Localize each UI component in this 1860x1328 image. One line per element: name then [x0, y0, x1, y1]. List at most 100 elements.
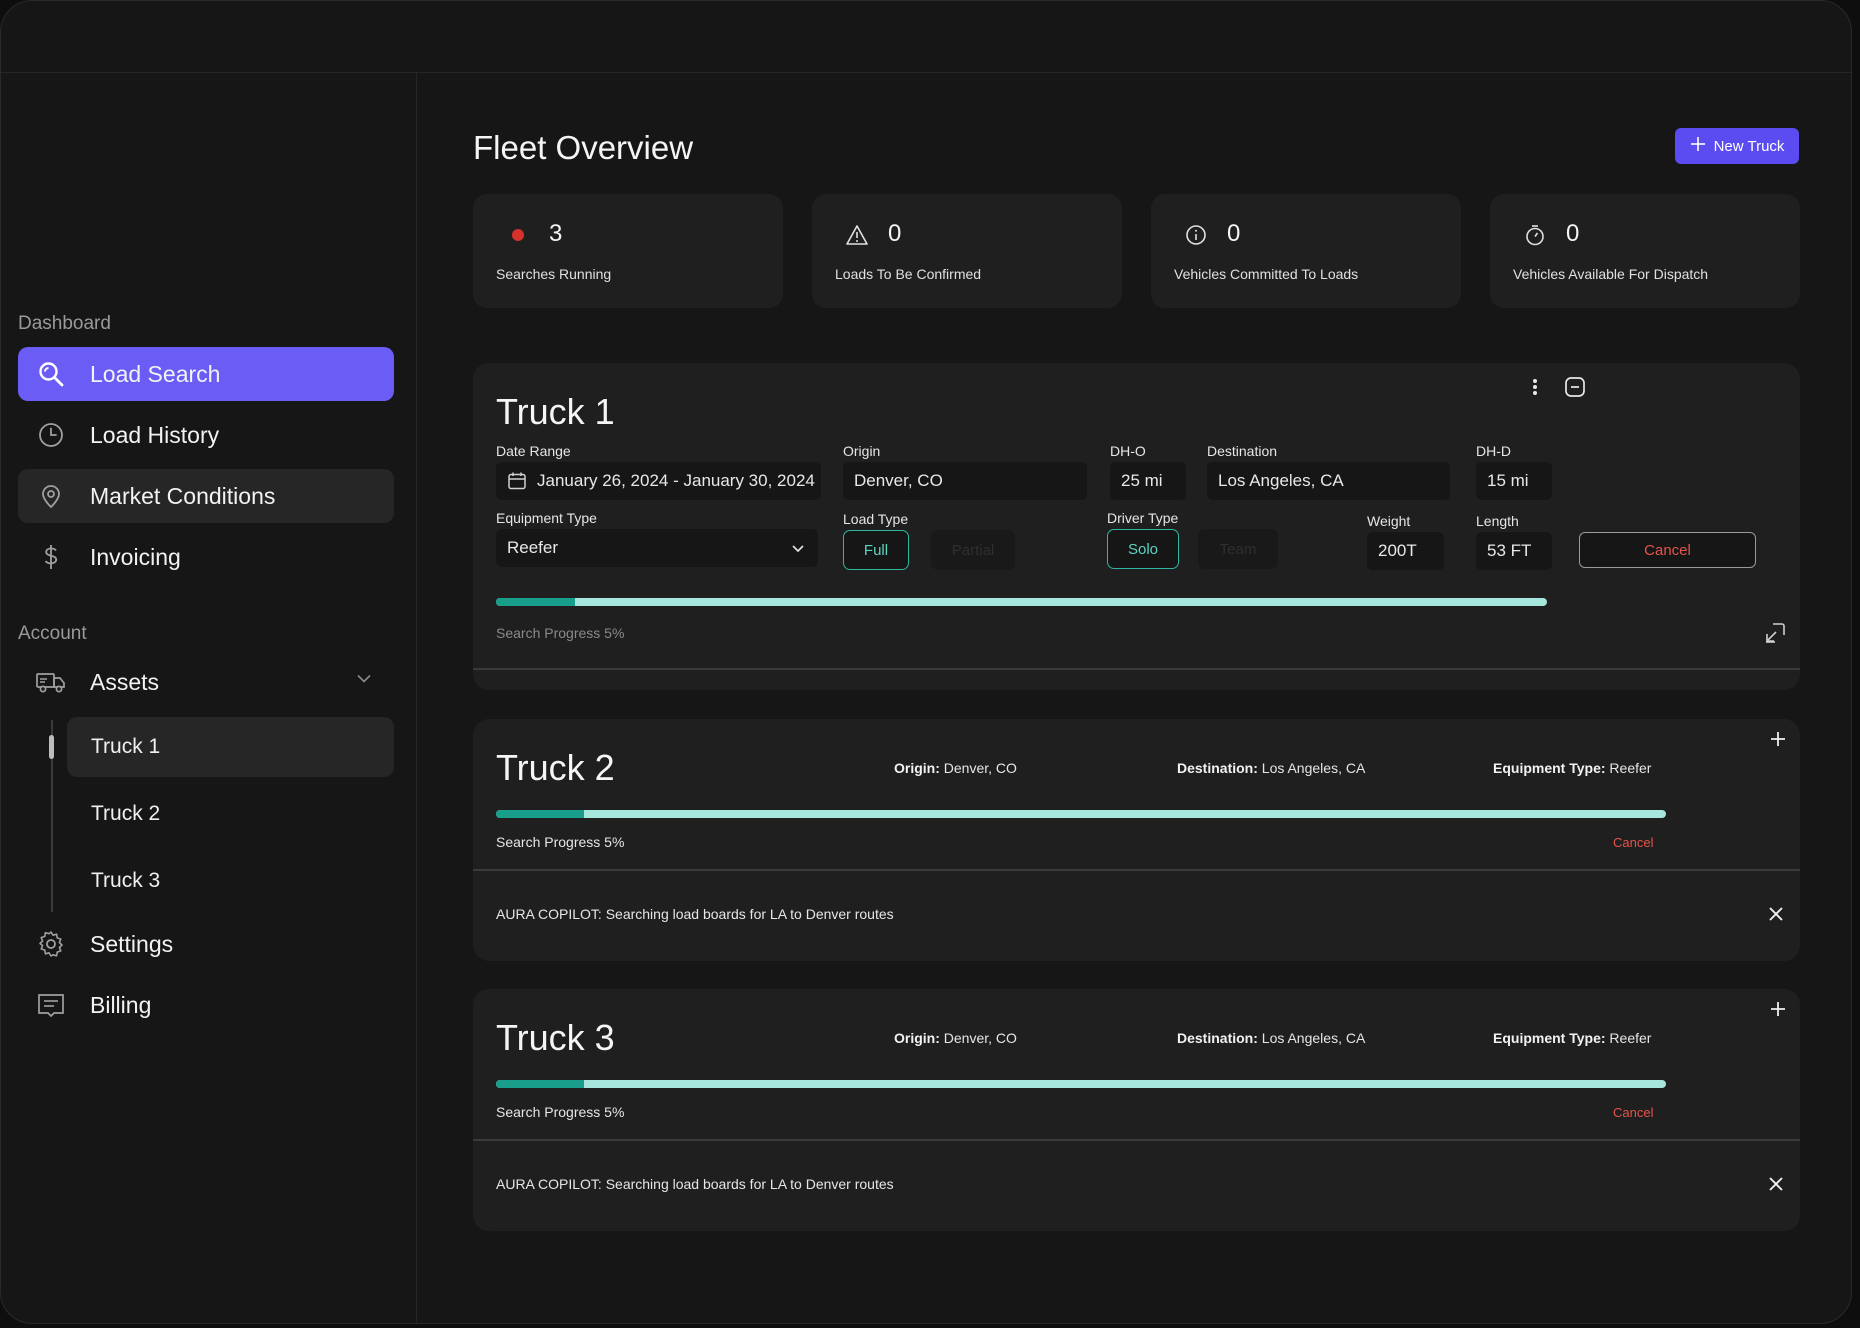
- search-progress-bar: [496, 1080, 1666, 1088]
- page-title: Fleet Overview: [473, 129, 694, 166]
- equipment-value: Reefer: [1609, 1030, 1652, 1046]
- section-label-account: Account: [18, 623, 87, 644]
- expand-plus-icon[interactable]: [1766, 727, 1790, 751]
- nav-billing[interactable]: Billing: [18, 978, 394, 1032]
- close-icon[interactable]: [1764, 902, 1788, 926]
- chevron-down-icon[interactable]: [356, 670, 372, 691]
- stat-card-searches-running: 3 Searches Running: [473, 194, 783, 308]
- truck-icon: [34, 665, 68, 699]
- destination-value: Los Angeles, CA: [1261, 760, 1366, 776]
- chevron-down-icon: [790, 540, 806, 561]
- cancel-search-button[interactable]: Cancel: [1579, 532, 1756, 568]
- stat-label: Vehicles Committed To Loads: [1174, 266, 1359, 282]
- truck-card-2: Truck 2 Origin: Denver, CO Destination: …: [473, 719, 1800, 961]
- equipment-label: Equipment Type:: [1493, 1030, 1606, 1046]
- cancel-link[interactable]: Cancel: [1613, 835, 1654, 850]
- truck-origin: Origin: Denver, CO: [894, 1030, 1017, 1046]
- nav-label: Assets: [90, 668, 160, 695]
- sidebar-item-truck-1[interactable]: Truck 1: [67, 717, 394, 777]
- dho-field[interactable]: 25 mi: [1110, 462, 1186, 500]
- clock-icon: [34, 418, 68, 452]
- nav-load-search[interactable]: Load Search: [18, 347, 394, 401]
- search-progress-fill: [496, 1080, 584, 1088]
- stat-value: 0: [888, 220, 902, 247]
- nav-label: Invoicing: [90, 543, 181, 570]
- stat-label: Searches Running: [496, 266, 612, 282]
- cancel-link[interactable]: Cancel: [1613, 1105, 1654, 1120]
- destination-field[interactable]: Los Angeles, CA: [1207, 462, 1450, 500]
- sidebar-item-label: Truck 2: [91, 802, 161, 825]
- origin-value: Denver, CO: [854, 471, 943, 490]
- expand-window-icon[interactable]: [1763, 621, 1787, 645]
- truck-destination: Destination: Los Angeles, CA: [1177, 1030, 1365, 1046]
- stat-value: 0: [1227, 220, 1241, 247]
- sidebar-item-truck-2[interactable]: Truck 2: [67, 784, 394, 844]
- dhd-value: 15 mi: [1487, 471, 1529, 490]
- stat-label: Vehicles Available For Dispatch: [1513, 266, 1709, 282]
- search-progress-label: Search Progress 5%: [496, 1104, 625, 1120]
- search-icon: [34, 357, 68, 391]
- close-icon[interactable]: [1764, 1172, 1788, 1196]
- load-type-partial-toggle[interactable]: Partial: [931, 530, 1015, 570]
- red-dot-icon: [507, 224, 529, 246]
- nav-invoicing[interactable]: Invoicing: [18, 530, 394, 584]
- truck-title: Truck 1: [496, 391, 615, 432]
- origin-label: Origin: [843, 443, 881, 459]
- date-range-field[interactable]: January 26, 2024 - January 30, 2024: [496, 462, 821, 500]
- stopwatch-icon: [1524, 224, 1546, 246]
- origin-value: Denver, CO: [943, 760, 1017, 776]
- truck-destination: Destination: Los Angeles, CA: [1177, 760, 1365, 776]
- equipment-type-select[interactable]: Reefer: [496, 529, 818, 567]
- plus-icon: [1690, 136, 1706, 156]
- length-value: 53 FT: [1487, 541, 1532, 560]
- collapse-icon[interactable]: [1563, 375, 1587, 399]
- search-progress-bar: [496, 598, 1547, 606]
- equipment-type-value: Reefer: [507, 538, 559, 557]
- driver-type-team-toggle[interactable]: Team: [1198, 529, 1278, 569]
- nav-market-conditions[interactable]: Market Conditions: [18, 469, 394, 523]
- origin-field[interactable]: Denver, CO: [843, 462, 1087, 500]
- origin-label: Origin:: [894, 1030, 940, 1046]
- truck-title: Truck 2: [496, 747, 615, 788]
- receipt-icon: [34, 988, 68, 1022]
- driver-type-solo-toggle[interactable]: Solo: [1107, 529, 1179, 569]
- more-vertical-icon[interactable]: [1523, 375, 1547, 399]
- destination-label: Destination: [1207, 443, 1278, 459]
- nav-assets[interactable]: Assets: [18, 655, 394, 709]
- length-field[interactable]: 53 FT: [1476, 532, 1552, 570]
- nav-settings[interactable]: Settings: [18, 917, 394, 971]
- gear-icon: [34, 927, 68, 961]
- nav-label: Billing: [90, 991, 152, 1018]
- map-pin-icon: [34, 479, 68, 513]
- truck-origin: Origin: Denver, CO: [894, 760, 1017, 776]
- truck-title: Truck 3: [496, 1017, 615, 1058]
- stat-card-vehicles-available: 0 Vehicles Available For Dispatch: [1490, 194, 1800, 308]
- dhd-label: DH-D: [1476, 443, 1511, 459]
- dho-value: 25 mi: [1121, 471, 1163, 490]
- card-divider: [473, 668, 1800, 670]
- stat-card-loads-to-confirm: 0 Loads To Be Confirmed: [812, 194, 1122, 308]
- sidebar: Dashboard Load Search Load History Marke…: [1, 73, 417, 1323]
- new-truck-label: New Truck: [1713, 137, 1785, 155]
- length-label: Length: [1476, 513, 1519, 529]
- sidebar-item-truck-3[interactable]: Truck 3: [67, 851, 394, 911]
- weight-value: 200T: [1378, 541, 1417, 560]
- load-type-full-toggle[interactable]: Full: [843, 530, 909, 570]
- dhd-field[interactable]: 15 mi: [1476, 462, 1552, 500]
- truck-equipment: Equipment Type: Reefer: [1493, 760, 1651, 776]
- stat-value: 0: [1566, 220, 1580, 247]
- new-truck-button[interactable]: New Truck: [1675, 128, 1799, 164]
- weight-field[interactable]: 200T: [1367, 532, 1444, 570]
- origin-label: Origin:: [894, 760, 940, 776]
- date-range-label: Date Range: [496, 443, 571, 459]
- nav-label: Load Search: [90, 360, 221, 387]
- search-progress-fill: [496, 598, 575, 606]
- destination-value: Los Angeles, CA: [1218, 471, 1344, 490]
- equipment-label: Equipment Type:: [1493, 760, 1606, 776]
- expand-plus-icon[interactable]: [1766, 997, 1790, 1021]
- nav-label: Settings: [90, 930, 174, 957]
- search-progress-label: Search Progress 5%: [496, 625, 625, 641]
- top-bar: [1, 1, 1851, 73]
- nav-load-history[interactable]: Load History: [18, 408, 394, 462]
- truck-card-3: Truck 3 Origin: Denver, CO Destination: …: [473, 989, 1800, 1231]
